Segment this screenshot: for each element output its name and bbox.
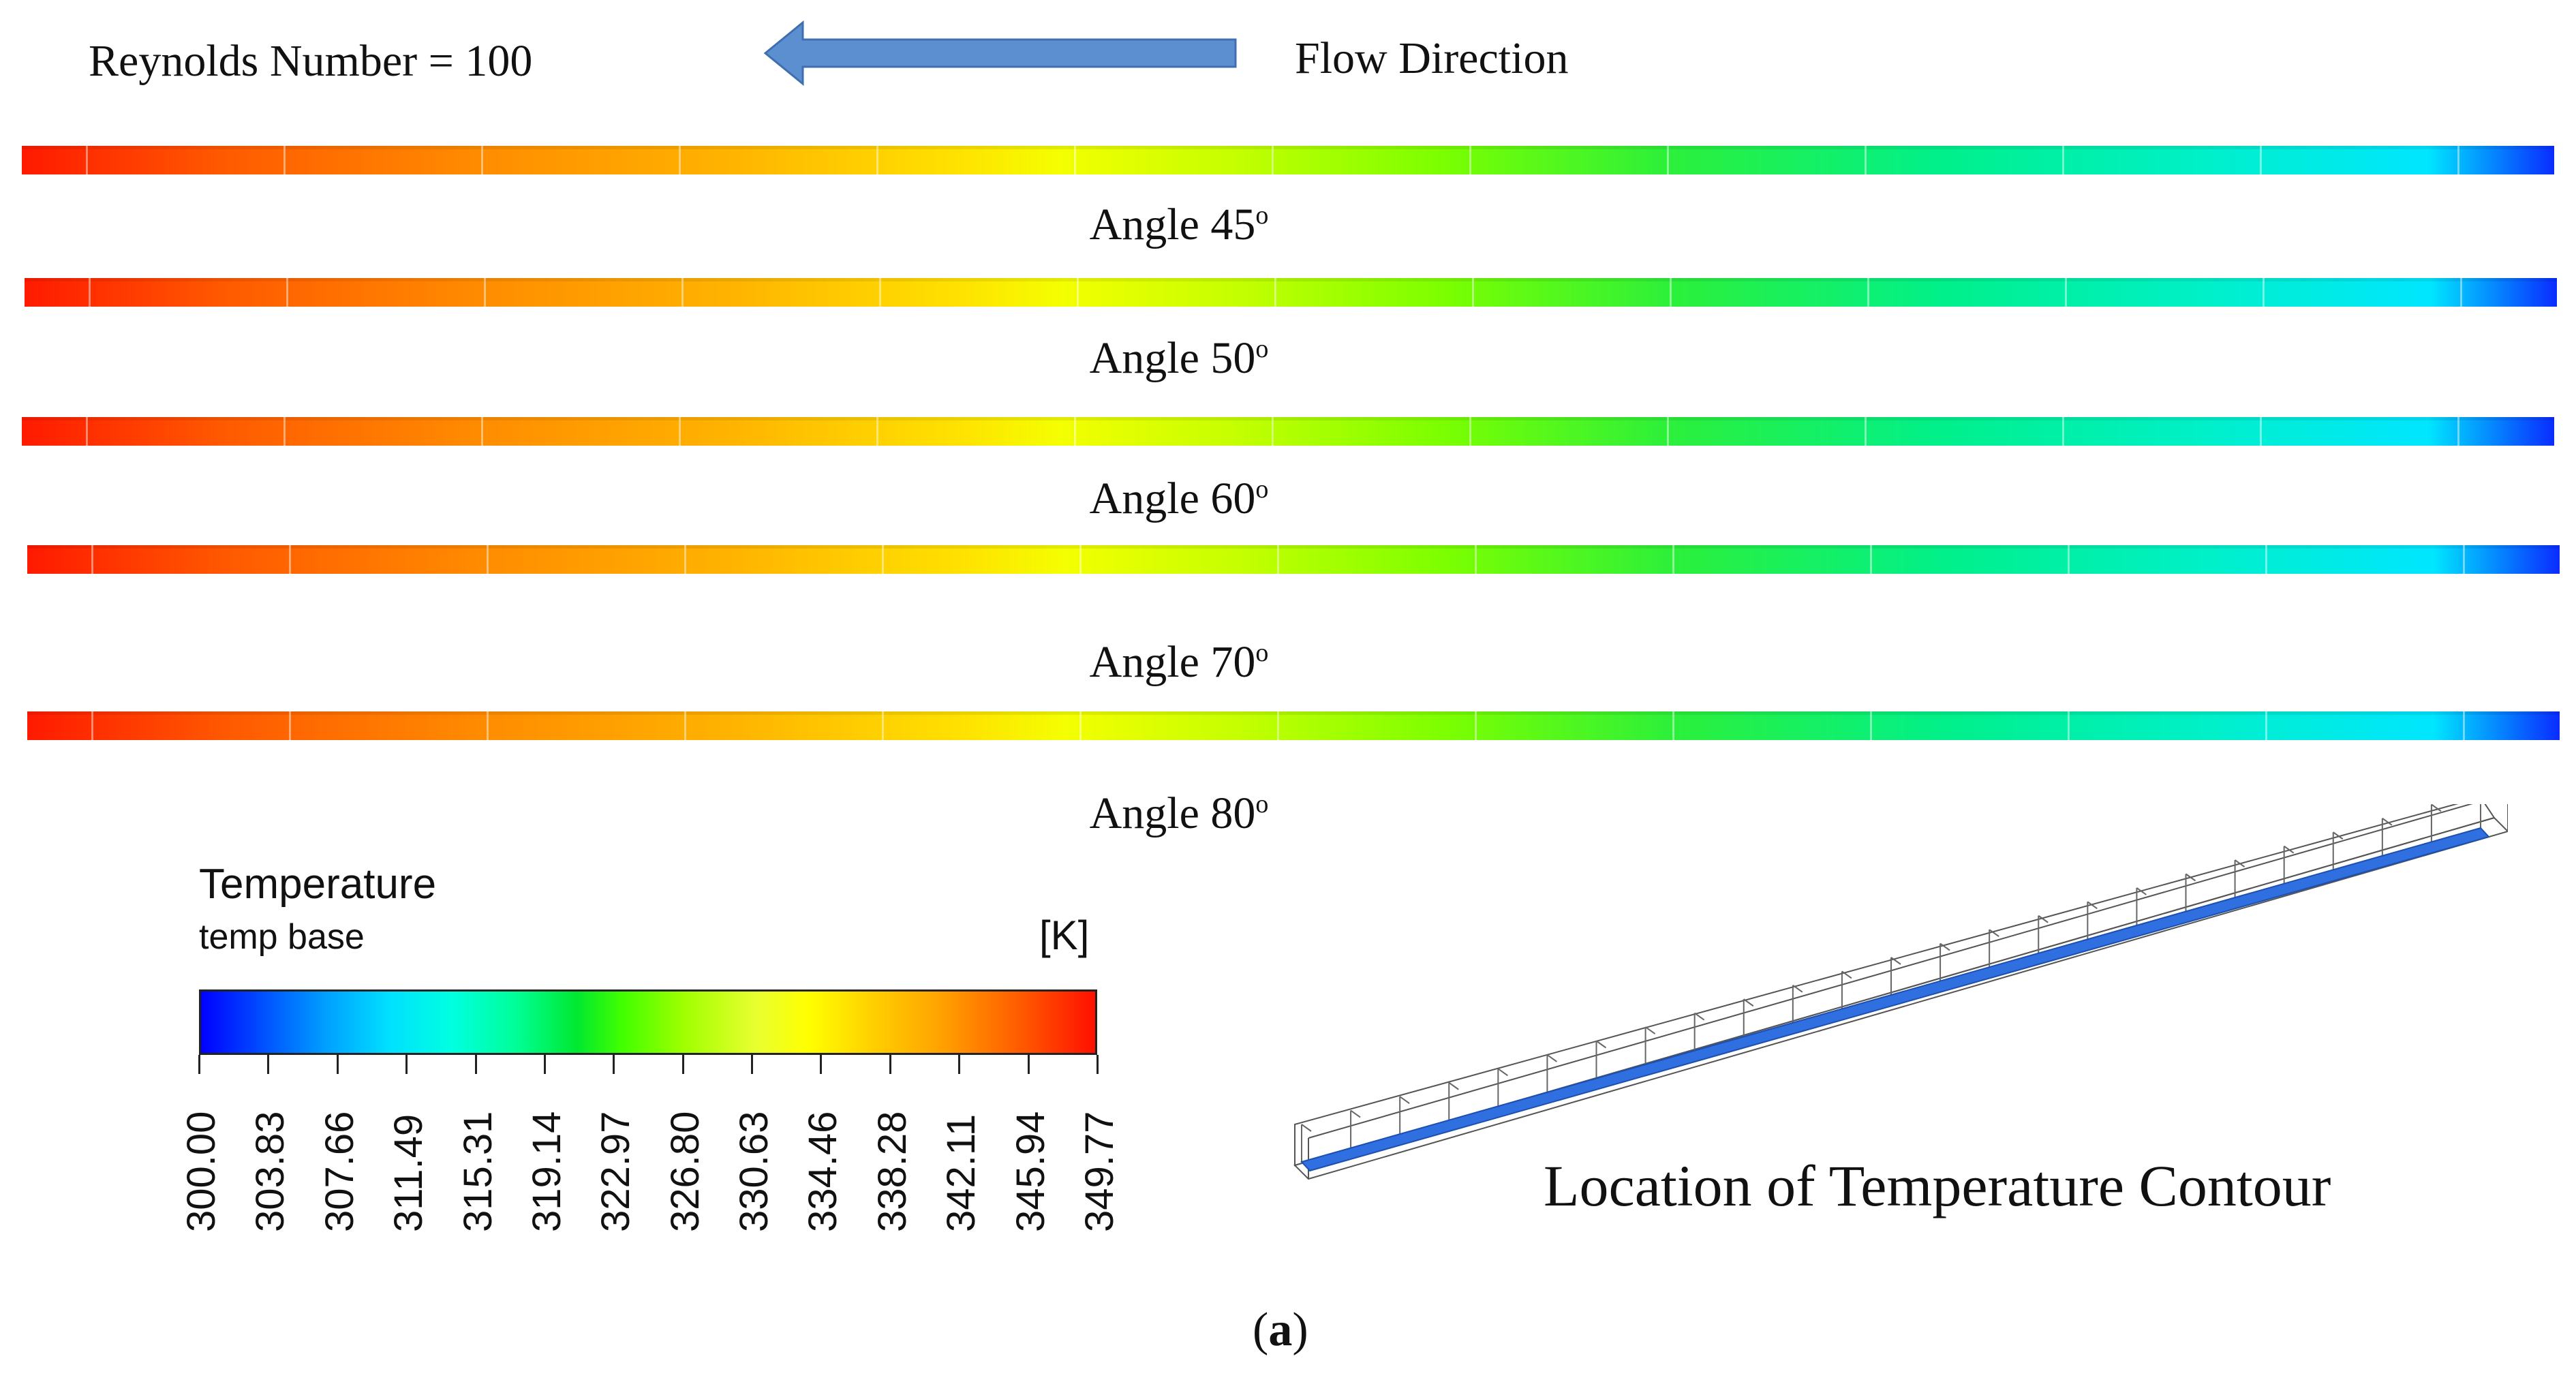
- legend-tick: [267, 1055, 270, 1074]
- fin-line: [1792, 985, 1803, 993]
- flow-direction-arrow-icon: [763, 20, 1237, 87]
- degree-symbol: o: [1255, 475, 1269, 504]
- degree-symbol: o: [1255, 335, 1269, 363]
- legend-tick-label: 345.94: [1008, 1111, 1053, 1232]
- degree-symbol: o: [1255, 639, 1269, 667]
- channel-location-3d-view: [1293, 804, 2508, 1180]
- angle-text: Angle 70: [1089, 637, 1256, 687]
- fin-line: [2136, 887, 2147, 895]
- angle-text: Angle 80: [1089, 788, 1256, 838]
- legend-tick: [543, 1055, 546, 1074]
- caption-open: (: [1253, 1304, 1269, 1356]
- fin-line: [2235, 859, 2245, 867]
- legend-subtitle: temp base: [199, 917, 365, 957]
- fin-line: [1350, 1109, 1361, 1118]
- legend-tick-label: 319.14: [524, 1111, 569, 1232]
- fin-line: [1595, 1040, 1607, 1049]
- fin-line: [2431, 804, 2442, 812]
- caption-letter: a: [1268, 1304, 1293, 1356]
- contour-strip-angle-70: [27, 545, 2560, 574]
- angle-text: Angle 45: [1089, 200, 1256, 249]
- legend-tick-label: 300.00: [179, 1111, 224, 1232]
- contour-strip-angle-50: [25, 278, 2557, 307]
- angle-label-70: Angle 70o: [1077, 636, 1281, 688]
- legend-tick: [958, 1055, 961, 1074]
- fin-line: [2087, 901, 2098, 910]
- fin-line: [2333, 831, 2344, 840]
- angle-label-50: Angle 50o: [1077, 333, 1281, 384]
- fin-line: [2382, 818, 2393, 826]
- fin-line: [1546, 1054, 1557, 1062]
- fin-line: [1939, 942, 1950, 951]
- fin-line: [1989, 929, 1999, 937]
- legend-tick: [613, 1055, 615, 1074]
- legend-title: Temperature: [199, 861, 437, 908]
- legend-tick: [336, 1055, 339, 1074]
- contour-strip-angle-60: [22, 417, 2554, 446]
- fin-line: [1448, 1081, 1459, 1090]
- degree-symbol: o: [1255, 790, 1269, 818]
- legend-tick-label: 326.80: [662, 1111, 707, 1232]
- fin-line: [2038, 915, 2049, 923]
- fin-line: [1743, 998, 1754, 1007]
- legend-tick-label: 338.28: [870, 1111, 915, 1232]
- caption-close: ): [1292, 1304, 1308, 1356]
- fin-line: [1645, 1026, 1656, 1034]
- fin-line: [1399, 1096, 1410, 1104]
- angle-label-60: Angle 60o: [1077, 473, 1281, 525]
- legend-tick: [198, 1055, 200, 1074]
- fin-line: [1694, 1012, 1705, 1021]
- location-of-temperature-contour-label: Location of Temperature Contour: [1544, 1153, 2331, 1218]
- legend-tick-label: 311.49: [386, 1114, 431, 1232]
- legend-tick: [405, 1055, 408, 1074]
- reynolds-number-label: Reynolds Number = 100: [89, 36, 533, 86]
- channel-body: [1300, 827, 2490, 1172]
- legend-tick-label: 334.46: [801, 1111, 846, 1232]
- legend-color-bar: [199, 989, 1097, 1055]
- legend-tick: [889, 1055, 891, 1074]
- legend-tick: [681, 1055, 684, 1074]
- legend-tick-label: 303.83: [248, 1111, 293, 1232]
- figure-caption: (a): [1253, 1303, 1308, 1357]
- contour-strip-angle-80: [27, 711, 2560, 740]
- fin-line: [2185, 873, 2196, 882]
- flow-direction-label: Flow Direction: [1295, 33, 1569, 83]
- fin-line: [2284, 845, 2295, 854]
- legend-tick-label: 322.97: [594, 1111, 639, 1232]
- fin-line: [1301, 1124, 1312, 1132]
- legend-tick: [820, 1055, 823, 1074]
- angle-text: Angle 50: [1089, 333, 1256, 383]
- fin-line: [1890, 957, 1901, 965]
- legend-tick-label: 342.11: [939, 1114, 984, 1232]
- legend-tick: [1097, 1055, 1099, 1074]
- legend-tick-label: 330.63: [732, 1111, 777, 1232]
- legend-tick: [474, 1055, 477, 1074]
- angle-label-80: Angle 80o: [1077, 788, 1281, 840]
- legend-tick-label: 307.66: [317, 1111, 362, 1232]
- angle-text: Angle 60: [1089, 474, 1256, 523]
- legend-tick: [751, 1055, 754, 1074]
- contour-strip-angle-45: [22, 146, 2554, 174]
- fin-line: [1841, 970, 1852, 979]
- legend-tick: [1027, 1055, 1030, 1074]
- legend-tick-label: 315.31: [455, 1111, 500, 1232]
- legend-unit: [K]: [1039, 912, 1090, 958]
- legend-tick-label: 349.77: [1077, 1111, 1122, 1232]
- angle-label-45: Angle 45o: [1077, 199, 1281, 251]
- fin-line: [1497, 1068, 1508, 1077]
- degree-symbol: o: [1255, 201, 1269, 230]
